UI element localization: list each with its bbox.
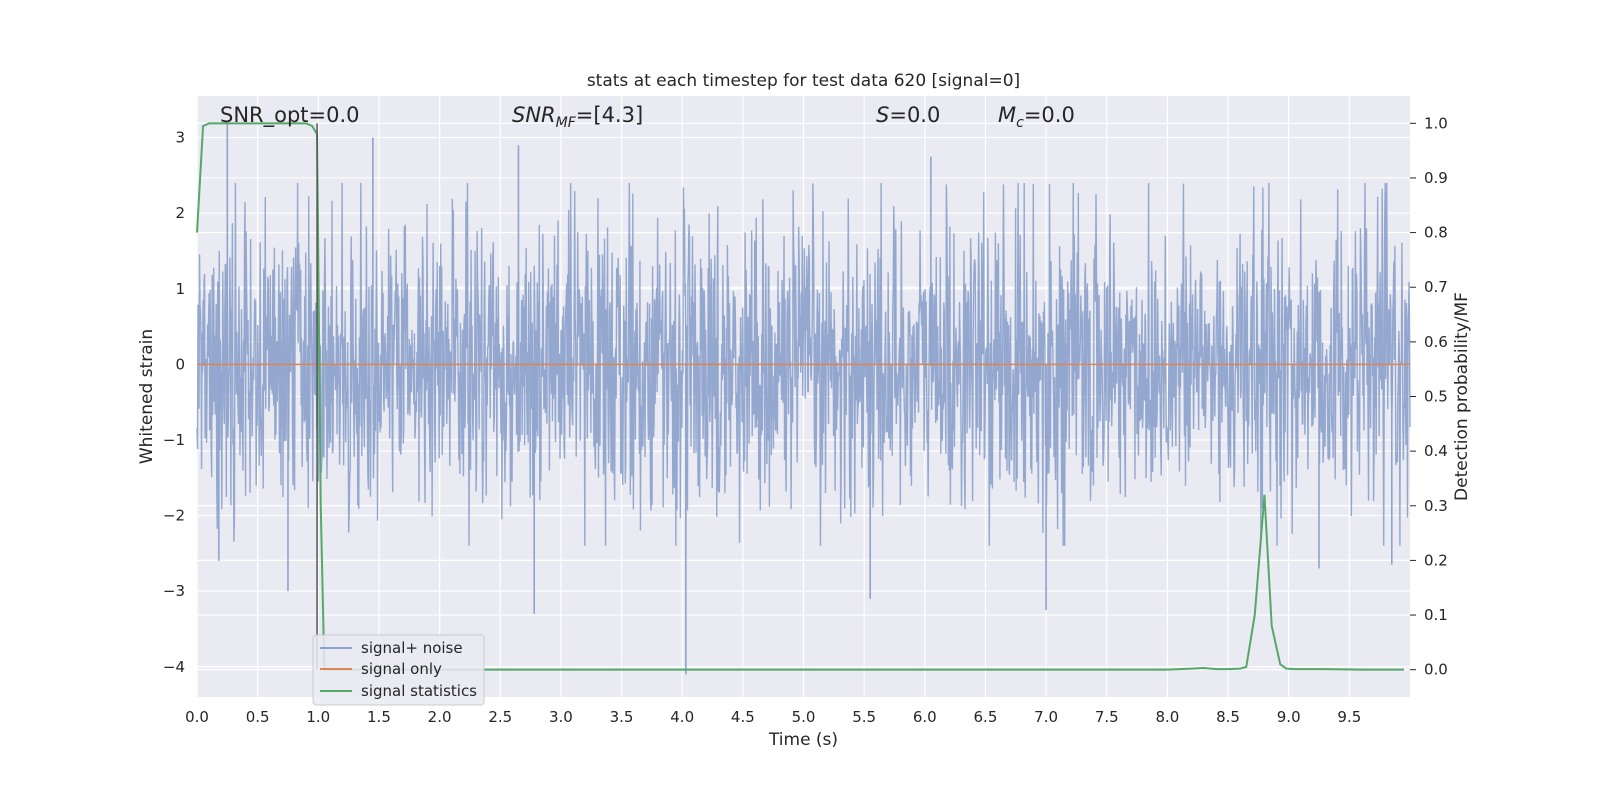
x-tick-label: 9.5 (1337, 708, 1361, 726)
y-tick-label-left: 1 (175, 280, 185, 298)
x-tick-label: 4.0 (670, 708, 694, 726)
x-tick-label: 3.0 (549, 708, 573, 726)
y-tick-label-left: −4 (163, 658, 185, 676)
y-tick-label-right: 0.1 (1424, 606, 1448, 624)
y-tick-label-left: 3 (175, 129, 185, 147)
y-tick-label-right: 0.6 (1424, 333, 1448, 351)
y-tick-label-left: 2 (175, 204, 185, 222)
y-tick-label-left: −3 (163, 582, 185, 600)
annotation-snr-opt: SNR_opt=0.0 (220, 103, 360, 128)
annotation-s-base: S (876, 103, 889, 127)
y-axis-label-left: Whitened strain (137, 329, 157, 464)
annotation-mc-sub: c (1016, 115, 1024, 131)
x-tick-label: 9.0 (1277, 708, 1301, 726)
y-tick-label-left: −1 (163, 431, 185, 449)
annotation-s-rest: =0.0 (889, 103, 940, 127)
x-tick-label: 1.0 (306, 708, 330, 726)
x-tick-label: 7.5 (1095, 708, 1119, 726)
y-tick-label-right: 0.5 (1424, 388, 1448, 406)
x-tick-label: 5.0 (792, 708, 816, 726)
x-tick-label: 8.5 (1216, 708, 1240, 726)
x-axis-label: Time (s) (768, 730, 838, 750)
annotation-mc: Mc=0.0 (998, 103, 1075, 131)
y-tick-label-right: 0.2 (1424, 551, 1448, 569)
y-tick-label-right: 0.7 (1424, 278, 1448, 296)
x-tick-label: 0.5 (246, 708, 270, 726)
x-tick-label: 3.5 (610, 708, 634, 726)
x-tick-label: 2.5 (488, 708, 512, 726)
x-tick-label: 5.5 (852, 708, 876, 726)
legend-label-signal-noise: signal+ noise (361, 639, 463, 657)
x-tick-label: 4.5 (731, 708, 755, 726)
y-tick-label-left: −2 (163, 507, 185, 525)
annotation-mc-base: M (998, 103, 1016, 127)
annotation-snr-mf-sub: MF (556, 115, 577, 131)
x-tick-label: 0.0 (185, 708, 209, 726)
annotation-snr-mf-base: SNR (512, 103, 556, 127)
series-signal-noise (196, 182, 1411, 546)
annotation-s: S=0.0 (876, 103, 940, 127)
legend-label-signal-only: signal only (361, 660, 442, 678)
annotation-snr-mf-rest: =[4.3] (576, 103, 643, 127)
ticks: 0.0 0.5 1.0 1.5 2.0 2.5 3.0 3.5 4.0 4.5 5.0 5.5 6.0 6… (163, 114, 1448, 726)
x-tick-label: 7.0 (1034, 708, 1058, 726)
annotation-snr-mf: SNRMF=[4.3] (512, 103, 643, 131)
x-tick-label: 6.5 (974, 708, 998, 726)
series-layer (196, 122, 1411, 675)
y-axis-label-right: Detection probability/MF (1452, 292, 1472, 501)
x-tick-label: 8.0 (1155, 708, 1179, 726)
y-tick-label-right: 0.9 (1424, 169, 1448, 187)
legend-label-signal-statistics: signal statistics (361, 682, 477, 700)
y-tick-label-left: 0 (175, 355, 185, 373)
legend: signal+ noise signal only signal statist… (312, 634, 485, 706)
y-tick-label-right: 0.0 (1424, 661, 1448, 679)
y-tick-label-right: 0.8 (1424, 224, 1448, 242)
x-tick-label: 2.0 (428, 708, 452, 726)
x-tick-label: 1.5 (367, 708, 391, 726)
y-tick-label-right: 0.4 (1424, 442, 1448, 460)
x-tick-label: 6.0 (913, 708, 937, 726)
chart-title: stats at each timestep for test data 620… (587, 71, 1020, 91)
y-tick-label-right: 1.0 (1424, 114, 1448, 132)
legend-box (312, 634, 485, 706)
y-tick-label-right: 0.3 (1424, 497, 1448, 515)
annotation-mc-rest: =0.0 (1024, 103, 1075, 127)
